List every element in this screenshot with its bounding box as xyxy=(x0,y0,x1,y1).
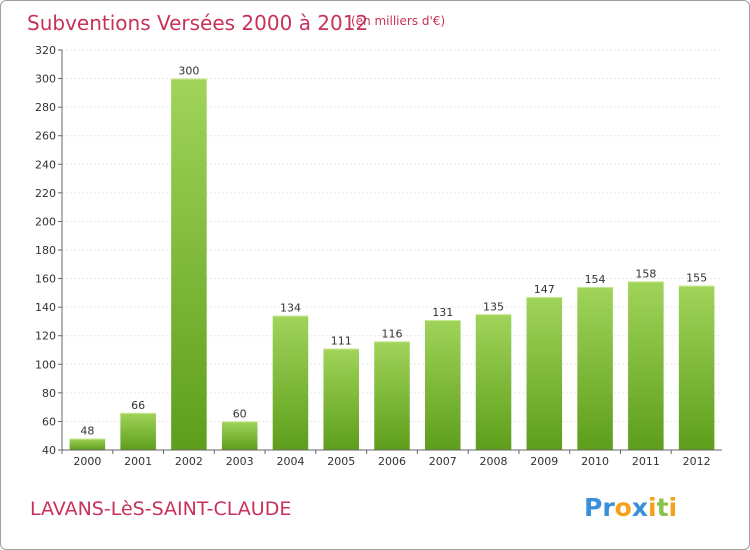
x-tick-label-2011: 2011 xyxy=(632,455,660,468)
value-label-2002: 300 xyxy=(178,65,199,78)
value-label-2003: 60 xyxy=(233,407,247,420)
value-label-2006: 116 xyxy=(382,327,403,340)
y-tick-label: 240 xyxy=(35,158,56,171)
axis-layer: 40 60 80 100 120 140 160 180 200 220 240 260 280 300 3… xyxy=(35,44,722,468)
bar-2003 xyxy=(221,421,258,450)
bar-2001 xyxy=(120,412,156,450)
bar-2004 xyxy=(272,315,309,450)
y-tick-label: 280 xyxy=(35,101,56,114)
x-tick-label-2006: 2006 xyxy=(378,455,406,468)
bar-2009 xyxy=(526,297,563,450)
x-tick-label-2002: 2002 xyxy=(175,455,203,468)
bar-2007 xyxy=(425,320,461,450)
logo-letter: i xyxy=(669,493,678,522)
bar-2006 xyxy=(374,341,410,450)
bar-layer: 48 66 300 60 134 111 116 131 135 147 154 158 155 xyxy=(69,65,715,451)
y-tick-label: 120 xyxy=(35,330,56,343)
commune-name: LAVANS-LèS-SAINT-CLAUDE xyxy=(30,498,291,520)
bar-2002 xyxy=(171,78,207,451)
chart-title: Subventions Versées 2000 à 2012 xyxy=(27,11,368,35)
y-tick-label: 180 xyxy=(35,244,56,257)
x-tick-label-2004: 2004 xyxy=(276,455,304,468)
logo-letter: t xyxy=(657,493,669,522)
proxiti-logo: Proxiti xyxy=(584,493,677,522)
x-tick-label-2010: 2010 xyxy=(581,455,609,468)
y-tick-label: 100 xyxy=(35,358,56,371)
y-tick-label: 260 xyxy=(35,130,56,143)
value-label-2001: 66 xyxy=(131,399,145,412)
bar-2012 xyxy=(678,285,715,450)
bar-2008 xyxy=(475,314,512,450)
value-label-2009: 147 xyxy=(534,283,555,296)
logo-letter: o xyxy=(615,493,632,522)
y-tick-label: 220 xyxy=(35,187,56,200)
y-tick-label: 80 xyxy=(42,387,56,400)
bar-2000 xyxy=(69,438,106,450)
y-tick-label: 160 xyxy=(35,273,56,286)
y-tick-label: 200 xyxy=(35,215,56,228)
x-tick-label-2003: 2003 xyxy=(226,455,254,468)
value-label-2008: 135 xyxy=(483,300,504,313)
x-tick-label-2007: 2007 xyxy=(429,455,457,468)
value-label-2012: 155 xyxy=(686,272,707,285)
y-tick-label: 300 xyxy=(35,73,56,86)
bar-2005 xyxy=(323,348,359,450)
x-tick-label-2009: 2009 xyxy=(530,455,558,468)
value-label-2011: 158 xyxy=(635,267,656,280)
value-label-2004: 134 xyxy=(280,302,301,315)
y-tick-label: 60 xyxy=(42,415,56,428)
bar-2011 xyxy=(628,281,664,450)
value-label-2010: 154 xyxy=(585,273,606,286)
logo-letter: x xyxy=(632,493,648,522)
x-tick-label-2005: 2005 xyxy=(327,455,355,468)
x-tick-label-2000: 2000 xyxy=(73,455,101,468)
y-tick-label: 320 xyxy=(35,44,56,57)
value-label-2007: 131 xyxy=(432,306,453,319)
y-tick-label: 40 xyxy=(42,444,56,457)
y-tick-label: 140 xyxy=(35,301,56,314)
chart-subtitle: (en milliers d'€) xyxy=(351,14,445,28)
bar-2010 xyxy=(577,287,613,450)
x-tick-label-2001: 2001 xyxy=(124,455,152,468)
logo-letter: P xyxy=(584,493,602,522)
logo-letter: i xyxy=(648,493,657,522)
logo-letter: r xyxy=(602,493,615,522)
x-tick-label-2008: 2008 xyxy=(480,455,508,468)
value-label-2000: 48 xyxy=(80,425,94,438)
value-label-2005: 111 xyxy=(331,335,352,348)
x-tick-label-2012: 2012 xyxy=(683,455,711,468)
